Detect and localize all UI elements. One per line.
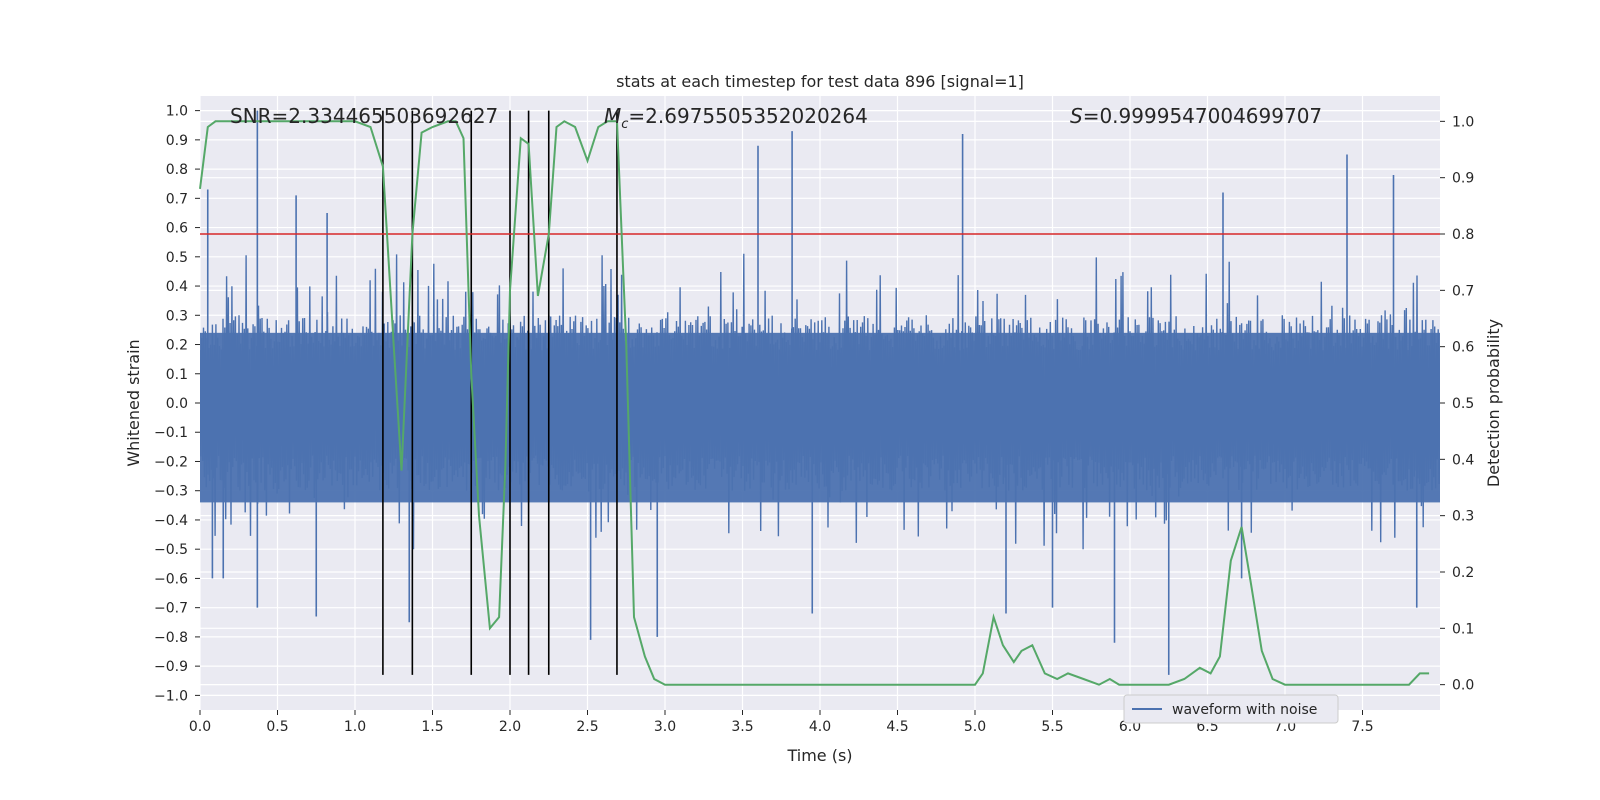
left-tick-label: −0.6 [154,571,188,587]
legend-box [1123,694,1339,724]
left-tick-label: 0.8 [166,162,188,178]
x-axis-label: Time (s) [786,746,852,765]
right-tick-label: 0.3 [1452,509,1474,525]
left-tick-label: −1.0 [154,688,188,704]
chart-title: stats at each timestep for test data 896… [616,72,1024,91]
waveform-series [200,110,1440,675]
score-symbol: S [1070,104,1083,128]
chirp-mass-subscript: c [621,117,628,132]
left-tick-label: 0.1 [166,367,188,383]
chirp-mass-value: =2.6975505352020264 [628,104,867,128]
right-tick-label: 1.0 [1452,114,1474,130]
left-tick-label: 0.7 [166,191,188,207]
detection-probability-series [199,120,1430,686]
x-tick-label: 1.5 [421,719,443,735]
detection-probability-line [199,120,1430,686]
left-tick-label: −0.5 [154,542,188,558]
left-tick-label: 0.6 [166,221,188,237]
x-tick-label: 4.5 [886,719,908,735]
x-tick-label: 0.5 [266,719,288,735]
x-tick-label: 2.5 [576,719,598,735]
right-tick-label: 0.0 [1452,678,1474,694]
left-tick-label: −0.4 [154,513,188,529]
x-tick-label: 4.0 [809,719,831,735]
chirp-mass-annotation: Mc=2.6975505352020264 [604,104,868,132]
score-value: =0.9999547004699707 [1083,104,1322,128]
x-tick-label: 5.5 [1041,719,1063,735]
waveform-dense-band [200,332,1440,503]
left-tick-label: −0.2 [154,454,188,470]
event-markers [382,110,618,675]
left-tick-label: 1.0 [166,104,188,120]
left-tick-label: −0.3 [154,484,188,500]
right-tick-label: 0.8 [1452,227,1474,243]
x-tick-label: 5.0 [964,719,986,735]
right-tick-label: 0.4 [1452,452,1474,468]
legend: waveform with noise [1123,694,1339,724]
snr-annotation: SNR=2.334465503692627 [230,104,498,128]
chirp-mass-symbol: M [604,104,621,128]
left-tick-label: 0.2 [166,338,188,354]
score-annotation: S=0.9999547004699707 [1070,104,1322,128]
left-tick-label: 0.9 [166,133,188,149]
x-tick-label: 3.5 [731,719,753,735]
right-axis-ticks: 1.0 0.9 0.8 0.7 0.6 0.5 0.4 0.3 0.2 0.1 0.0 [1440,114,1474,694]
left-tick-label: 0.0 [166,396,188,412]
x-tick-label: 3.0 [654,719,676,735]
left-tick-label: −0.8 [154,630,188,646]
right-tick-label: 0.1 [1452,621,1474,637]
left-tick-label: −0.1 [154,425,188,441]
right-tick-label: 0.5 [1452,396,1474,412]
left-axis-ticks: 1.0 0.9 0.8 0.7 0.6 0.5 0.4 0.3 0.2 0.1 0.0 −0.1 −0.… [154,104,200,704]
right-tick-label: 0.7 [1452,283,1474,299]
x-tick-label: 7.5 [1351,719,1373,735]
legend-entry-waveform: waveform with noise [1172,702,1317,718]
y-axis-label-right: Detection probability [1484,319,1503,487]
right-tick-label: 0.2 [1452,565,1474,581]
left-tick-label: −0.9 [154,659,188,675]
x-tick-label: 1.0 [344,719,366,735]
right-tick-label: 0.6 [1452,340,1474,356]
x-tick-label: 0.0 [189,719,211,735]
x-tick-label: 2.0 [499,719,521,735]
y-axis-label-left: Whitened strain [124,339,143,466]
right-tick-label: 0.9 [1452,171,1474,187]
left-tick-label: −0.7 [154,601,188,617]
left-tick-label: 0.4 [166,279,188,295]
left-tick-label: 0.3 [166,308,188,324]
left-tick-label: 0.5 [166,250,188,266]
